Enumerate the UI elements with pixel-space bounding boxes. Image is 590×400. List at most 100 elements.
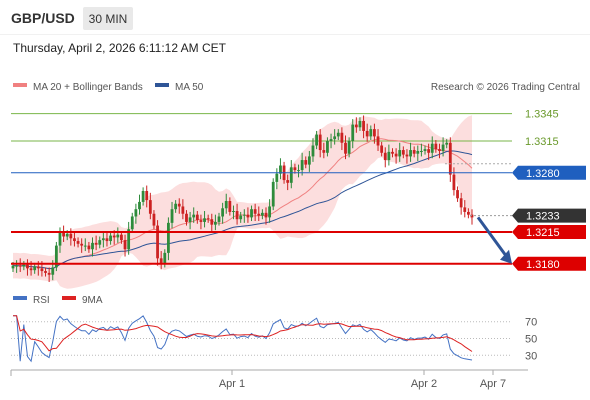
x-axis-tick-label: Apr 1 xyxy=(219,378,245,390)
chart-header: GBP/USD 30 MIN xyxy=(0,0,590,36)
price-tag xyxy=(512,224,586,239)
candle-body xyxy=(203,218,206,222)
ma50-legend-swatch xyxy=(155,83,169,87)
candle-body xyxy=(362,120,365,131)
candle-body xyxy=(65,233,69,237)
candle-body xyxy=(101,238,105,241)
candle-body xyxy=(224,201,228,209)
timeframe-button[interactable]: 30 MIN xyxy=(83,7,133,30)
rsi-legend-label: RSI xyxy=(33,295,50,306)
candle-body xyxy=(459,198,463,208)
candle-body xyxy=(217,216,221,222)
candle-body xyxy=(253,209,257,214)
candle-body xyxy=(44,271,47,273)
price-layer: 1.3345 1.3315 1.3280 1.3233 1.3215 1.3180 xyxy=(11,109,586,289)
candle-body xyxy=(206,218,210,220)
x-axis-tick-label: Apr 2 xyxy=(411,378,437,390)
candle-body xyxy=(33,266,37,271)
candle-body xyxy=(120,234,123,241)
candle-body xyxy=(340,132,344,143)
candle-body xyxy=(29,268,33,271)
candle-body xyxy=(152,213,156,226)
candle-body xyxy=(401,150,405,155)
price-tag-label: 1.3215 xyxy=(526,227,560,239)
ma20-legend-label: MA 20 + Bollinger Bands xyxy=(33,82,143,93)
candle-body xyxy=(87,245,91,250)
candle-body xyxy=(420,150,423,152)
candle-body xyxy=(221,208,225,217)
ma20-legend-swatch xyxy=(13,83,27,87)
candle-body xyxy=(405,154,409,157)
candle-body xyxy=(138,201,141,210)
candle-body xyxy=(293,167,297,171)
candle-body xyxy=(409,150,412,157)
candle-body xyxy=(40,268,44,272)
price-tag xyxy=(512,208,586,223)
candle-body xyxy=(105,238,109,242)
candle-body xyxy=(412,150,416,154)
candle-body xyxy=(452,174,456,191)
candle-body xyxy=(145,191,149,201)
candle-body xyxy=(58,232,62,246)
candle-body xyxy=(195,214,199,221)
candle-body xyxy=(260,212,264,216)
rsi-legend-swatch xyxy=(13,296,27,300)
candle-body xyxy=(434,143,438,150)
candle-body xyxy=(112,235,116,238)
resistance-label: 1.3315 xyxy=(525,136,559,148)
candle-body xyxy=(300,160,304,171)
candle-body xyxy=(22,264,26,267)
rsi-tick-label: 30 xyxy=(525,350,537,362)
candle-body xyxy=(380,145,384,153)
research-credit: Research © 2026 Trading Central xyxy=(431,82,580,93)
candle-body xyxy=(463,207,467,212)
candle-body xyxy=(127,229,131,250)
candle-body xyxy=(73,238,76,242)
candle-body xyxy=(257,213,261,216)
candle-body xyxy=(315,134,318,146)
candle-body xyxy=(322,150,326,153)
candle-body xyxy=(246,214,250,218)
candle-body xyxy=(423,149,427,151)
candle-body xyxy=(159,258,163,264)
resistance-label: 1.3345 xyxy=(525,109,559,121)
candle-body xyxy=(156,225,159,259)
candle-body xyxy=(91,242,94,250)
candle-body xyxy=(235,211,239,220)
price-tag-label: 1.3180 xyxy=(526,259,560,271)
price-tag-label: 1.3233 xyxy=(526,211,560,223)
candle-body xyxy=(250,209,253,218)
candle-body xyxy=(297,170,300,172)
candle-body xyxy=(18,265,22,267)
candle-body xyxy=(318,134,322,151)
candle-body xyxy=(47,272,51,275)
candle-body xyxy=(181,206,185,214)
candle-body xyxy=(94,242,98,245)
candle-body xyxy=(199,220,203,222)
candle-body xyxy=(344,142,347,154)
candle-body xyxy=(466,211,470,215)
candle-body xyxy=(448,142,452,175)
candle-body xyxy=(188,217,192,222)
candle-body xyxy=(354,124,358,128)
timestamp: Thursday, April 2, 2026 6:11:12 AM CET xyxy=(13,41,226,55)
candle-body xyxy=(232,211,235,213)
header-divider xyxy=(0,34,590,35)
candle-body xyxy=(54,245,58,268)
candle-body xyxy=(456,190,459,199)
candle-body xyxy=(123,240,127,250)
rsi-tick-label: 70 xyxy=(525,317,537,329)
candle-body xyxy=(83,245,87,247)
candle-body xyxy=(130,216,134,230)
candle-body xyxy=(268,206,272,218)
candle-body xyxy=(15,265,19,267)
candle-body xyxy=(358,120,362,128)
candle-body xyxy=(365,130,369,137)
candle-body xyxy=(427,149,431,153)
candle-body xyxy=(383,152,387,161)
forecast-arrow-head xyxy=(500,249,512,264)
candle-body xyxy=(430,143,434,153)
price-tag xyxy=(512,256,586,271)
candle-body xyxy=(51,267,55,275)
